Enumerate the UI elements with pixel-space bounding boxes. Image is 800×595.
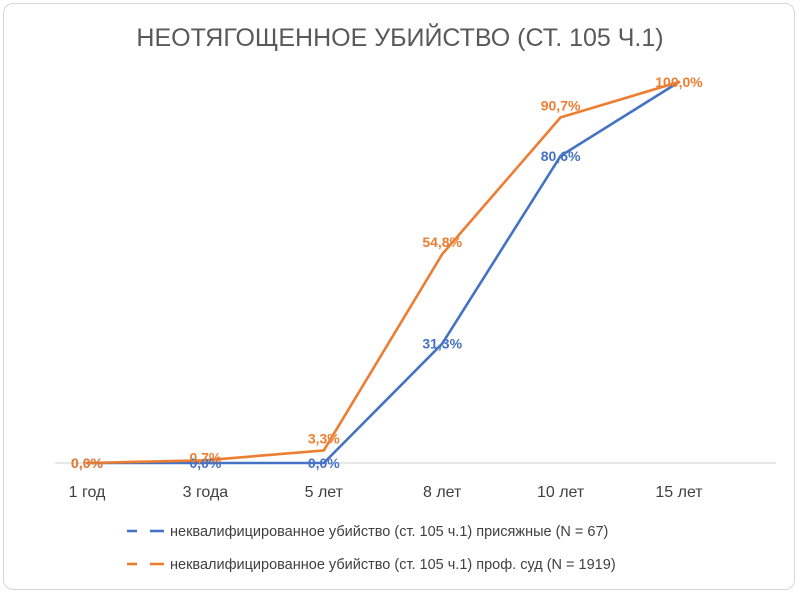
- data-label: 0,0%: [71, 455, 103, 471]
- data-label: 0,0%: [71, 455, 103, 471]
- legend: неквалифицированное убийство (ст. 105 ч.…: [127, 524, 616, 573]
- data-label: 54,8%: [422, 234, 462, 250]
- data-label: 80,6%: [541, 148, 581, 164]
- x-tick-label: 15 лет: [655, 484, 703, 501]
- legend-label-2: неквалифицированное убийство (ст. 105 ч.…: [170, 557, 616, 573]
- data-label: 3,3%: [308, 430, 340, 446]
- x-tick-label: 10 лет: [537, 484, 585, 501]
- series-line-1: [85, 80, 681, 465]
- data-label: 100,0%: [655, 74, 703, 90]
- x-tick-label: 1 год: [69, 484, 106, 501]
- data-label: 90,7%: [541, 97, 581, 113]
- x-tick-label: 8 лет: [423, 484, 462, 501]
- data-label: 0,7%: [189, 449, 221, 465]
- series-lines: [85, 80, 681, 465]
- legend-label-1: неквалифицированное убийство (ст. 105 ч.…: [170, 524, 608, 540]
- data-label: 31,3%: [422, 336, 462, 352]
- x-axis-ticks: 1 год 3 года 5 лет 8 лет 10 лет 15 лет: [69, 484, 704, 501]
- data-labels: 0,0% 0,0% 0,0%31,3%80,6%0,0% 0,7%3,3%54,8%9…: [71, 74, 703, 471]
- data-label: 0,0%: [308, 455, 340, 471]
- data-label: 0,0%: [189, 455, 221, 471]
- chart-title: НЕОТЯГОЩЕННОЕ УБИЙСТВО (СТ. 105 Ч.1): [136, 22, 663, 52]
- x-tick-label: 5 лет: [305, 484, 344, 501]
- chart-frame: [3, 3, 795, 590]
- series-line-2: [85, 80, 681, 465]
- x-tick-label: 3 года: [183, 484, 229, 501]
